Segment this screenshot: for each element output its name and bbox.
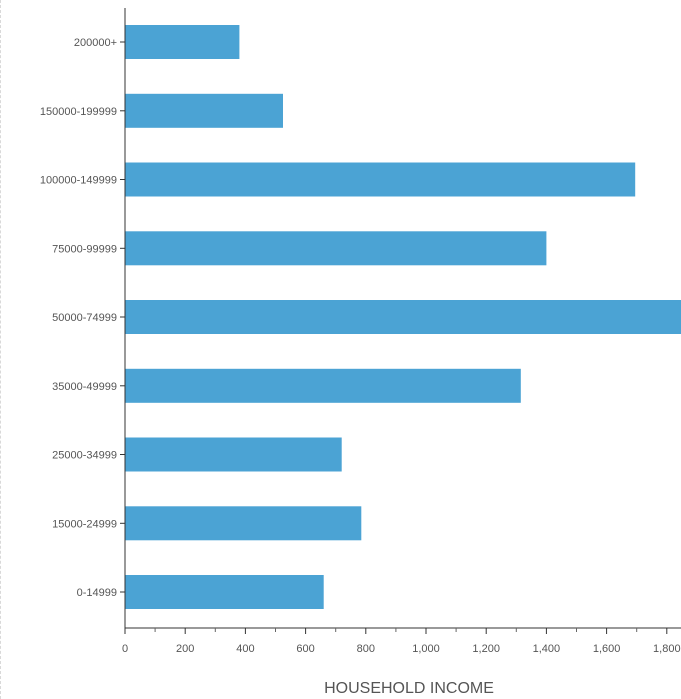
bar: [125, 162, 636, 197]
dashed-edge-divider: [0, 0, 2, 699]
bar: [125, 506, 362, 541]
x-tick-label: 1,600: [593, 643, 621, 655]
x-tick-label: 1,400: [533, 643, 561, 655]
x-tick-label: 800: [357, 643, 375, 655]
y-tick-label: 75000-99999: [52, 243, 117, 255]
x-axis-title: HOUSEHOLD INCOME: [324, 680, 494, 697]
bar: [125, 300, 681, 334]
bars-layer: [125, 25, 681, 609]
x-tick-label: 1,800: [653, 643, 681, 655]
x-tick-label: 0: [122, 643, 128, 655]
y-tick-label: 150000-199999: [40, 106, 117, 118]
y-tick-label: 0-14999: [77, 587, 117, 599]
bar: [125, 368, 521, 403]
y-tick-label: 100000-149999: [40, 175, 117, 187]
bar: [125, 437, 342, 472]
bar: [125, 231, 547, 266]
y-tick-label: 25000-34999: [52, 450, 117, 462]
x-tick-label: 600: [296, 643, 314, 655]
y-tick-label: 50000-74999: [52, 312, 117, 324]
y-tick-label: 35000-49999: [52, 381, 117, 393]
bar: [125, 575, 324, 609]
y-tick-label: 15000-24999: [52, 518, 117, 530]
x-tick-label: 200: [176, 643, 194, 655]
axes-layer: 200000+ 150000-199999 100000-149999 75000-9…: [40, 8, 681, 655]
bar: [125, 93, 283, 128]
bar: [125, 25, 240, 59]
x-tick-label: 400: [236, 643, 254, 655]
x-tick-label: 1,200: [472, 643, 500, 655]
x-tick-label: 1,000: [412, 643, 440, 655]
y-tick-label: 200000+: [74, 37, 117, 49]
